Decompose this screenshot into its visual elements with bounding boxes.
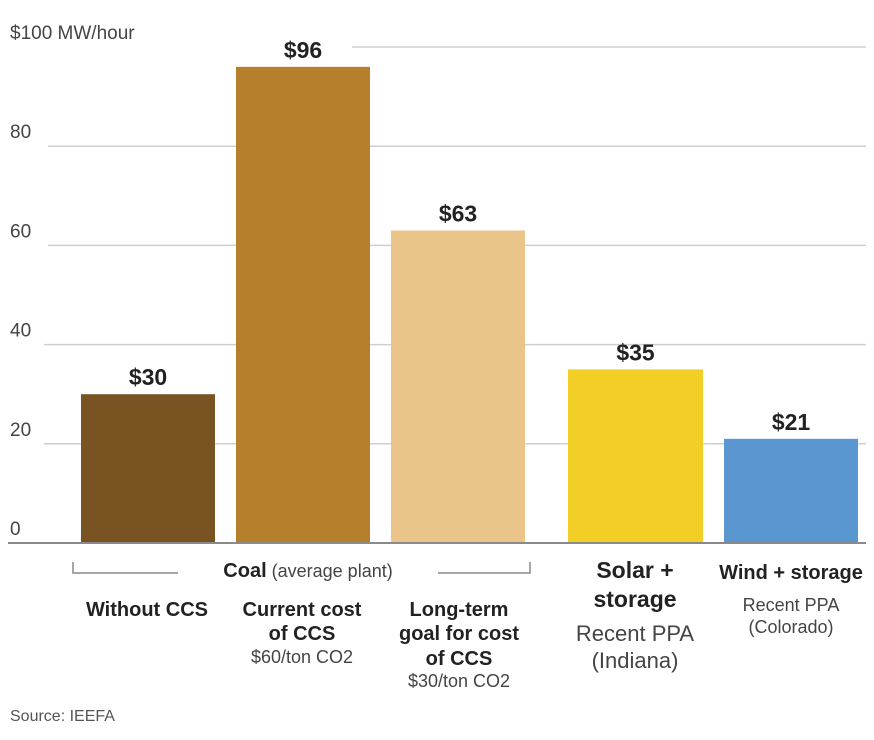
category-title: Wind + storage [719, 562, 863, 584]
category-subtitle: Recent PPA (Indiana) [575, 620, 695, 674]
y-tick-label: $100 MW/hour [10, 23, 135, 44]
category-subtitle: $60/ton CO2 [250, 646, 354, 667]
source-note: Source: IEEFA [10, 708, 115, 725]
bar-value-label: $21 [772, 409, 811, 435]
category-subtitle: Recent PPA (Colorado) [742, 595, 840, 637]
bar-value-label: $63 [439, 201, 477, 227]
coal-group-bold: Coal [223, 560, 267, 582]
category-label-wind: Wind + storage Recent PPA (Colorado) [718, 560, 864, 639]
bar [236, 66, 370, 543]
category-label-current-ccs: Current cost of CCS $60/ton CO2 [232, 598, 372, 669]
bar [568, 369, 703, 543]
y-tick-label: 20 [10, 420, 31, 441]
category-label-solar: Solar + storage Recent PPA (Indiana) [560, 556, 710, 675]
bar [391, 230, 525, 543]
coal-group-normal: (average plant) [271, 561, 393, 581]
category-title: Long-term goal for cost of CCS [398, 599, 519, 670]
bar-value-label: $35 [616, 339, 655, 365]
category-title: Without CCS [85, 599, 208, 621]
category-subtitle: $30/ton CO2 [407, 671, 511, 692]
category-title: Solar + storage [593, 557, 677, 612]
y-tick-label: 80 [10, 122, 31, 143]
bar [724, 438, 858, 543]
y-tick-label: 40 [10, 321, 31, 342]
coal-group-label: Coal (average plant) [178, 560, 438, 583]
bar-value-label: $96 [284, 37, 322, 63]
bar-value-label: $30 [129, 364, 167, 390]
category-label-long-term-ccs: Long-term goal for cost of CCS $30/ton C… [388, 598, 530, 693]
bar [81, 394, 215, 543]
category-title: Current cost of CCS [242, 599, 362, 646]
y-tick-label: 0 [10, 519, 21, 540]
y-tick-label: 60 [10, 221, 31, 242]
category-label-without-ccs: Without CCS [78, 598, 216, 622]
